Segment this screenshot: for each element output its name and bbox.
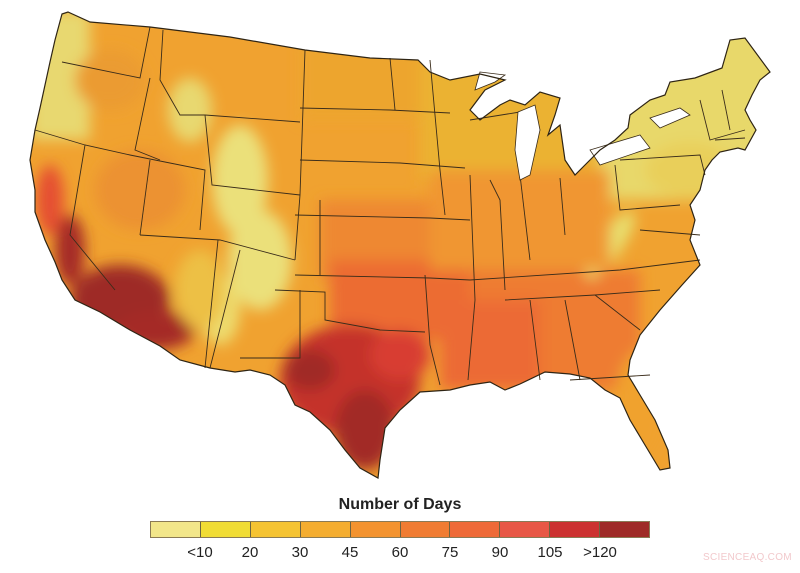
legend-tick-label: >120 [583,544,617,561]
legend: Number of Days <10 20 30 45 60 75 90 105… [150,494,650,564]
legend-tick-label: 60 [391,544,409,561]
legend-swatch-4 [350,522,401,537]
legend-tick-label: 75 [441,544,459,561]
legend-swatch-7 [500,522,551,537]
watermark: SCIENCEAQ.COM [703,552,792,563]
legend-tick-label: <10 [187,544,213,561]
legend-swatch-0 [151,522,201,537]
legend-swatch-1 [200,522,251,537]
legend-swatch-3 [300,522,351,537]
legend-swatch-9 [600,522,650,537]
color-scale-bar [150,521,650,538]
state-borders [34,26,746,386]
legend-tick-label: 90 [491,544,509,561]
legend-swatch-6 [450,522,501,537]
legend-tick-label: 45 [341,544,359,561]
legend-tick-label: 20 [241,544,259,561]
great-lakes [474,71,691,181]
legend-tick-label: 30 [291,544,309,561]
legend-swatch-2 [250,522,301,537]
legend-title: Number of Days [338,496,462,513]
legend-tick-label: 105 [537,544,563,561]
legend-swatch-8 [550,522,601,537]
legend-swatch-5 [400,522,451,537]
us-heat-map [29,11,771,479]
